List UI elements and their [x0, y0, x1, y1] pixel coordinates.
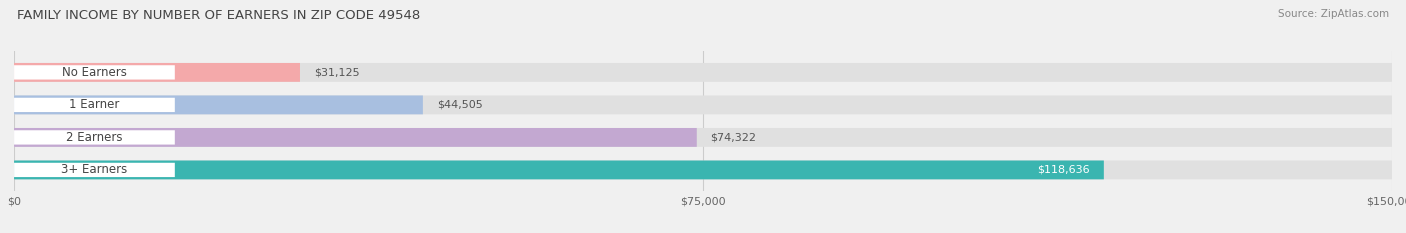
Text: No Earners: No Earners	[62, 66, 127, 79]
FancyBboxPatch shape	[14, 96, 1392, 114]
Text: $31,125: $31,125	[314, 67, 360, 77]
Text: $44,505: $44,505	[437, 100, 482, 110]
FancyBboxPatch shape	[14, 128, 697, 147]
Text: Source: ZipAtlas.com: Source: ZipAtlas.com	[1278, 9, 1389, 19]
FancyBboxPatch shape	[14, 63, 1392, 82]
Text: 2 Earners: 2 Earners	[66, 131, 122, 144]
Text: FAMILY INCOME BY NUMBER OF EARNERS IN ZIP CODE 49548: FAMILY INCOME BY NUMBER OF EARNERS IN ZI…	[17, 9, 420, 22]
FancyBboxPatch shape	[14, 130, 174, 144]
Text: $118,636: $118,636	[1038, 165, 1090, 175]
FancyBboxPatch shape	[14, 163, 174, 177]
Text: 3+ Earners: 3+ Earners	[62, 163, 128, 176]
Text: $74,322: $74,322	[710, 132, 756, 142]
FancyBboxPatch shape	[14, 96, 423, 114]
FancyBboxPatch shape	[14, 65, 174, 79]
FancyBboxPatch shape	[14, 63, 299, 82]
Text: 1 Earner: 1 Earner	[69, 98, 120, 111]
FancyBboxPatch shape	[14, 161, 1392, 179]
FancyBboxPatch shape	[14, 98, 174, 112]
FancyBboxPatch shape	[14, 161, 1104, 179]
FancyBboxPatch shape	[14, 128, 1392, 147]
